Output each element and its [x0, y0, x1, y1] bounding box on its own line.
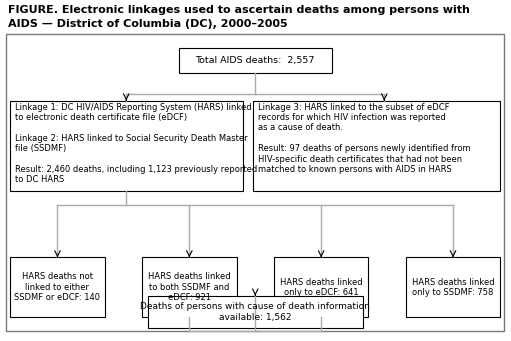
- Bar: [10, 101, 243, 191]
- Text: Linkage 3: HARS linked to the subset of eDCF
records for which HIV infection was: Linkage 3: HARS linked to the subset of …: [258, 103, 471, 174]
- Bar: [406, 257, 500, 317]
- Text: HARS deaths linked
to both SSDMF and
eDCF: 921: HARS deaths linked to both SSDMF and eDC…: [148, 272, 230, 302]
- Bar: [10, 257, 105, 317]
- Bar: [6, 34, 504, 331]
- Text: Linkage 1: DC HIV/AIDS Reporting System (HARS) linked
to electronic death certif: Linkage 1: DC HIV/AIDS Reporting System …: [15, 103, 258, 184]
- Text: HARS deaths linked
only to eDCF: 641: HARS deaths linked only to eDCF: 641: [280, 278, 362, 297]
- Bar: [148, 296, 363, 328]
- Bar: [142, 257, 237, 317]
- Text: FIGURE. Electronic linkages used to ascertain deaths among persons with: FIGURE. Electronic linkages used to asce…: [8, 5, 470, 15]
- Text: Deaths of persons with cause of death information
available: 1,562: Deaths of persons with cause of death in…: [141, 302, 370, 322]
- Bar: [253, 101, 500, 191]
- Text: AIDS — District of Columbia (DC), 2000–2005: AIDS — District of Columbia (DC), 2000–2…: [8, 19, 287, 29]
- Bar: [274, 257, 368, 317]
- Bar: [179, 48, 332, 73]
- Text: HARS deaths linked
only to SSDMF: 758: HARS deaths linked only to SSDMF: 758: [412, 278, 494, 297]
- Text: HARS deaths not
linked to either
SSDMF or eDCF: 140: HARS deaths not linked to either SSDMF o…: [14, 272, 101, 302]
- Text: Total AIDS deaths:  2,557: Total AIDS deaths: 2,557: [196, 56, 315, 65]
